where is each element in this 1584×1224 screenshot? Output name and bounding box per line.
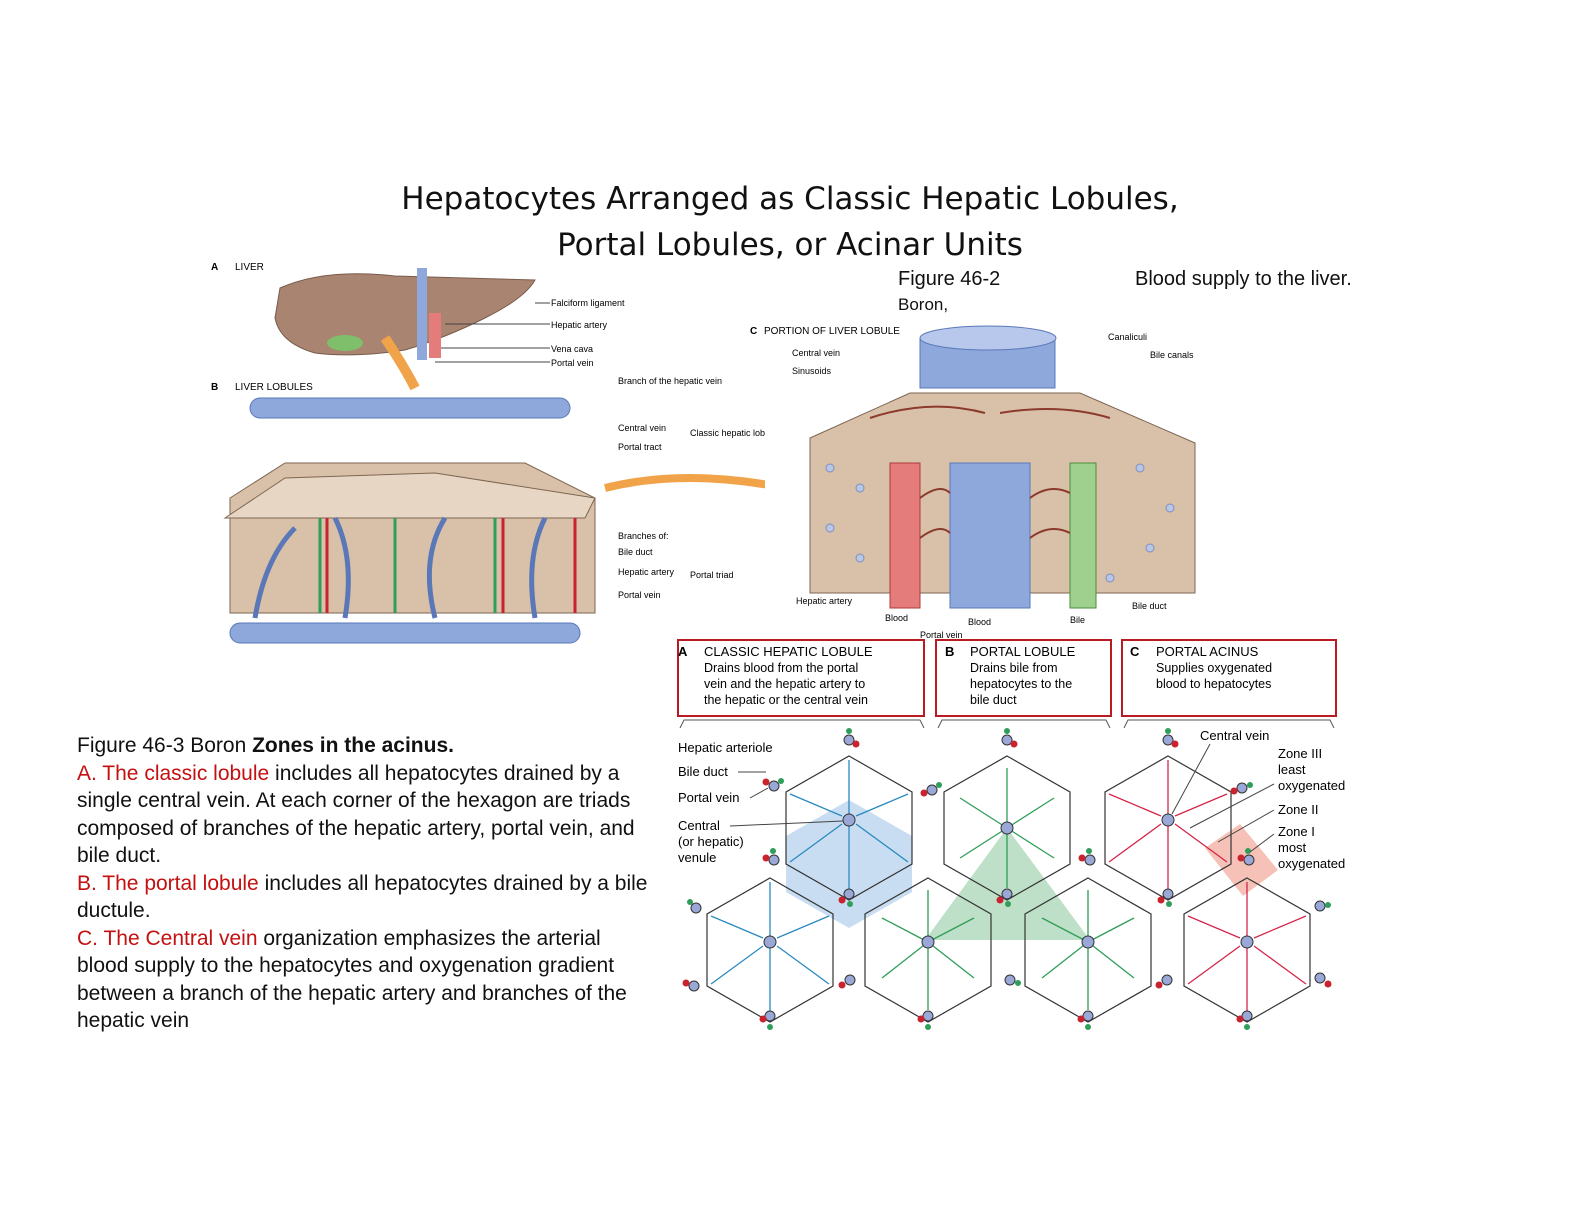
label-central-1: Central: [678, 818, 720, 833]
box-portal-acinus: C PORTAL ACINUS Supplies oxygenated bloo…: [1121, 639, 1337, 717]
item-a-text: includes all hepatocytes drained by a si…: [77, 761, 635, 868]
svg-text:Supplies oxygenated: Supplies oxygenated: [1156, 661, 1272, 675]
bile-duct-c: [1069, 462, 1097, 609]
figure-46-3-description: Figure 46-3 Boron Zones in the acinus. A…: [77, 732, 657, 1035]
panel-a-letter: A: [211, 262, 218, 273]
gallbladder-shape: [327, 335, 363, 351]
label-canaliculi: Canaliculi: [1108, 332, 1147, 342]
figure-46-3-title: Zones in the acinus.: [252, 734, 454, 757]
item-b-text: includes all hepatocytes drained by a bi…: [77, 871, 648, 923]
label-central-3: venule: [678, 850, 716, 865]
label-central-vein-z: Central vein: [1200, 728, 1269, 743]
label-vena-cava: Vena cava: [551, 344, 593, 354]
vena-cava-shape: [417, 268, 427, 360]
panel-b-letter: B: [211, 382, 218, 393]
box-portal-lobule: B PORTAL LOBULE Drains bile from hepatoc…: [935, 639, 1112, 717]
item-c-heading: C. The Central vein: [77, 926, 258, 950]
svg-text:PORTAL ACINUS: PORTAL ACINUS: [1156, 644, 1259, 659]
svg-text:vein and the hepatic artery to: vein and the hepatic artery to: [704, 677, 865, 691]
portal-arrows: [881, 768, 1135, 1010]
label-portal-vein-b: Portal vein: [618, 590, 661, 600]
label-hepatic-artery-b: Hepatic artery: [618, 567, 675, 577]
label-zone3-1: Zone III: [1278, 746, 1322, 761]
svg-text:Drains blood from the portal: Drains blood from the portal: [704, 661, 858, 675]
svg-text:PORTAL LOBULE: PORTAL LOBULE: [970, 644, 1076, 659]
hepatic-artery-c: [889, 462, 921, 609]
svg-text:the hepatic or the central vei: the hepatic or the central vein: [704, 693, 868, 707]
svg-text:B: B: [945, 644, 954, 659]
hepatic-artery-shape: [429, 313, 441, 358]
label-zone1-3: oxygenated: [1278, 856, 1345, 871]
central-venules: [763, 813, 1254, 949]
item-a-heading: A. The classic lobule: [77, 761, 270, 785]
classic-arrows: [710, 760, 909, 1018]
liver-lobule-portion-illustration: C PORTION OF LIVER LOBULE Central vein S…: [750, 325, 1196, 640]
liver-lobules-illustration: A LIVER Falciform ligament Hepatic arter…: [211, 262, 765, 644]
label-blood-1: Blood: [885, 613, 908, 623]
panel-b-title: LIVER LOBULES: [235, 382, 313, 393]
portal-vein-c: [949, 462, 1031, 609]
svg-text:bile duct: bile duct: [970, 693, 1017, 707]
label-central-vein-c: Central vein: [792, 348, 840, 358]
figure-46-2-caption: Blood supply to the liver.: [1135, 268, 1352, 290]
lobule-top: [223, 472, 596, 519]
portal-triads: [682, 728, 1332, 1030]
item-c-text: organization emphasizes the arterial blo…: [77, 926, 627, 1033]
svg-text:C: C: [1130, 644, 1140, 659]
label-branches-of: Branches of:: [618, 531, 669, 541]
label-hepatic-artery-a: Hepatic artery: [551, 320, 608, 330]
label-zone1-2: most: [1278, 840, 1307, 855]
panel-c-title: PORTION OF LIVER LOBULE: [764, 326, 900, 337]
box-classic-lobule: A CLASSIC HEPATIC LOBULE Drains blood fr…: [677, 639, 925, 717]
label-hepatic-arteriole: Hepatic arteriole: [678, 740, 773, 755]
label-zone2: Zone II: [1278, 802, 1318, 817]
liver-shape: [274, 273, 536, 356]
page-title-line-2: Portal Lobules, or Acinar Units: [557, 227, 1023, 263]
label-bile-canals: Bile canals: [1150, 350, 1194, 360]
acinus-arrows: [1108, 760, 1307, 1018]
figure-46-2-ref: Figure 46-2: [898, 268, 1001, 290]
label-bile-duct-c: Bile duct: [1132, 601, 1167, 611]
hepatic-vein-branch: [249, 397, 571, 419]
page-title-line-1: Hepatocytes Arranged as Classic Hepatic …: [401, 181, 1179, 217]
label-portal-vein-z: Portal vein: [678, 790, 739, 805]
label-zone3-2: least: [1278, 762, 1306, 777]
label-portal-tract: Portal tract: [618, 442, 662, 452]
portal-vein-branch: [229, 622, 581, 644]
svg-text:A: A: [678, 644, 688, 659]
label-hepatic-artery-c: Hepatic artery: [796, 596, 853, 606]
figure-46-2-source: Boron,: [898, 295, 949, 314]
figure-46-3-ref: Figure 46-3 Boron: [77, 734, 253, 757]
label-zone1-1: Zone I: [1278, 824, 1315, 839]
item-b-heading: B. The portal lobule: [77, 871, 259, 895]
label-portal-triad: Portal triad: [690, 570, 734, 580]
label-sinusoids: Sinusoids: [792, 366, 832, 376]
label-falciform: Falciform ligament: [551, 298, 625, 308]
label-bile: Bile: [1070, 615, 1085, 625]
svg-text:hepatocytes to the: hepatocytes to the: [970, 677, 1072, 691]
label-portal-vein-a: Portal vein: [551, 358, 594, 368]
zones-diagram: A CLASSIC HEPATIC LOBULE Drains blood fr…: [677, 639, 1345, 1030]
label-central-vein-b: Central vein: [618, 423, 666, 433]
label-bile-duct-b: Bile duct: [618, 547, 653, 557]
panel-c-letter: C: [750, 326, 757, 337]
label-branch-hepatic-vein: Branch of the hepatic vein: [618, 376, 722, 386]
svg-text:CLASSIC HEPATIC LOBULE: CLASSIC HEPATIC LOBULE: [704, 644, 873, 659]
label-bile-duct-z: Bile duct: [678, 764, 728, 779]
zoom-arrow-a: [380, 335, 420, 391]
label-classic-lobule: Classic hepatic lobule: [690, 428, 765, 438]
svg-text:blood to hepatocytes: blood to hepatocytes: [1156, 677, 1271, 691]
label-zone3-3: oxygenated: [1278, 778, 1345, 793]
label-portal-vein-c: Portal vein: [920, 630, 963, 640]
svg-text:Drains bile from: Drains bile from: [970, 661, 1058, 675]
zoom-arrow-b: [604, 474, 765, 492]
label-blood-2: Blood: [968, 617, 991, 627]
panel-a-title: LIVER: [235, 262, 264, 273]
label-central-2: (or hepatic): [678, 834, 744, 849]
